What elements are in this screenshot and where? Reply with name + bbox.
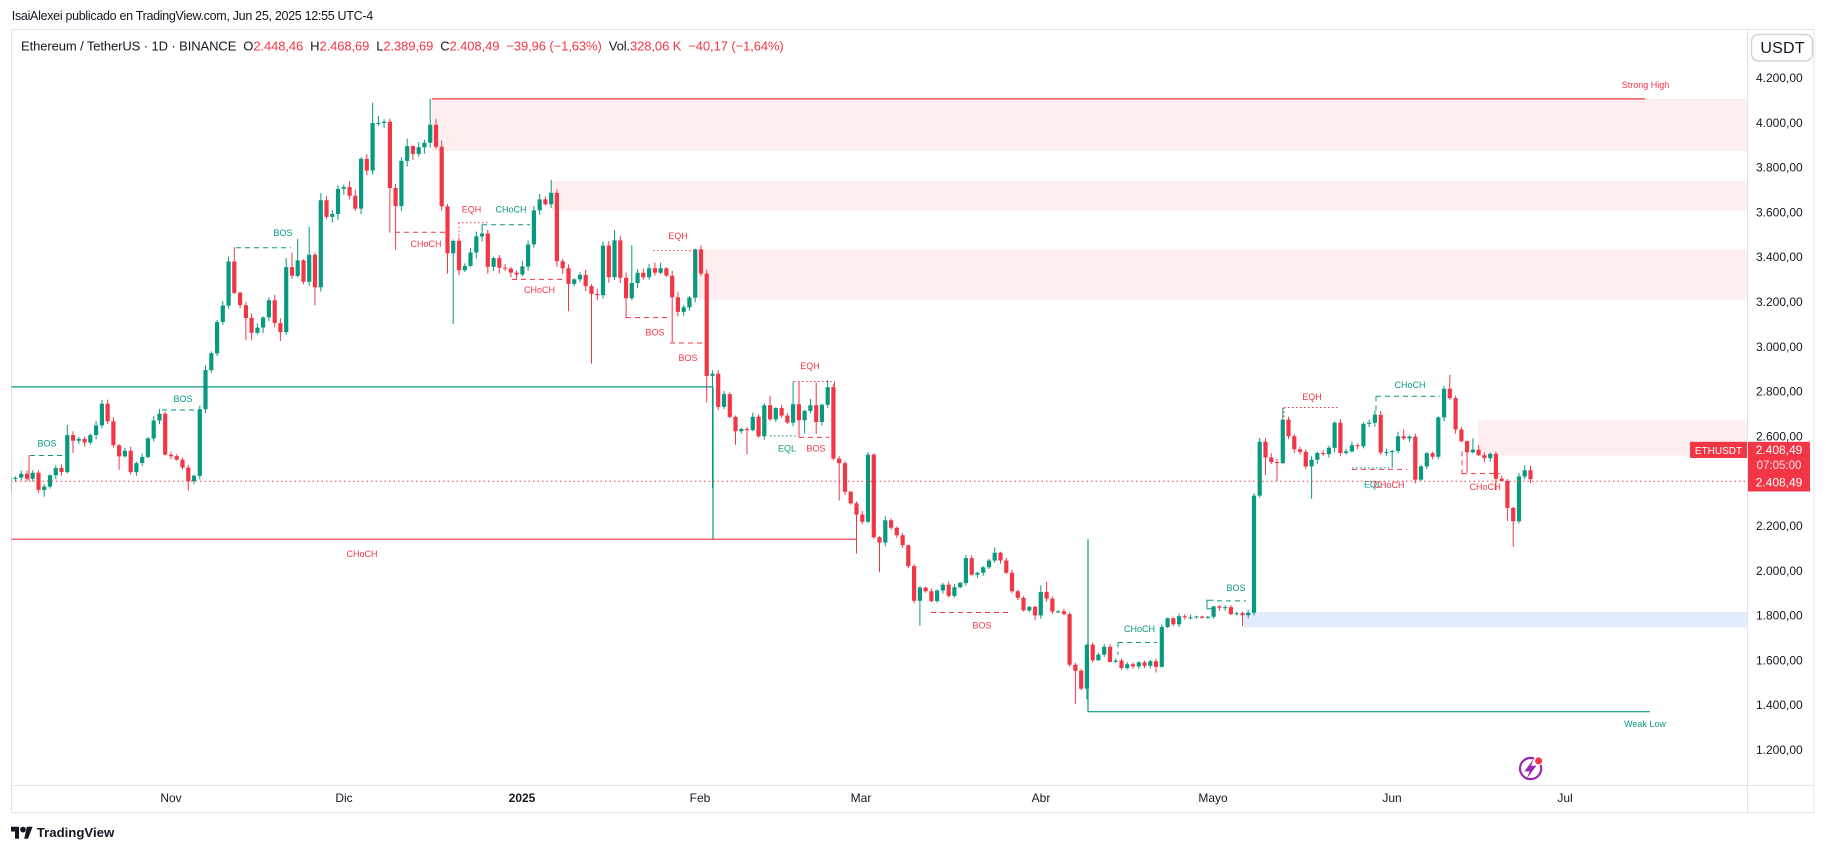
svg-text:2.000,00: 2.000,00	[1756, 564, 1803, 578]
svg-text:USDT: USDT	[1760, 40, 1804, 57]
svg-text:Feb: Feb	[690, 791, 711, 805]
svg-text:Nov: Nov	[160, 791, 181, 805]
svg-text:Strong High: Strong High	[1622, 80, 1670, 90]
svg-text:2.408,49: 2.408,49	[1756, 476, 1803, 490]
svg-text:1.200,00: 1.200,00	[1756, 743, 1803, 757]
svg-text:BOS: BOS	[678, 353, 697, 363]
svg-text:BOS: BOS	[37, 439, 56, 449]
svg-text:3.200,00: 3.200,00	[1756, 295, 1803, 309]
svg-text:EQL: EQL	[778, 444, 796, 454]
svg-text:2.800,00: 2.800,00	[1756, 385, 1803, 399]
svg-text:1.800,00: 1.800,00	[1756, 609, 1803, 623]
svg-text:4.000,00: 4.000,00	[1756, 116, 1803, 130]
svg-text:1.600,00: 1.600,00	[1756, 653, 1803, 667]
svg-text:CHoCH: CHoCH	[346, 549, 377, 559]
svg-text:CHoCH: CHoCH	[1373, 480, 1404, 490]
svg-text:TradingView: TradingView	[37, 825, 115, 840]
svg-text:Dic: Dic	[335, 791, 352, 805]
svg-text:CHoCH: CHoCH	[1124, 624, 1155, 634]
svg-text:EQH: EQH	[800, 361, 820, 371]
svg-text:EQH: EQH	[1302, 392, 1322, 402]
svg-text:BOS: BOS	[972, 621, 991, 631]
svg-text:4.200,00: 4.200,00	[1756, 71, 1803, 85]
svg-text:Jul: Jul	[1557, 791, 1572, 805]
svg-text:07:05:00: 07:05:00	[1757, 460, 1802, 472]
svg-text:CHoCH: CHoCH	[524, 285, 555, 295]
svg-text:EQH: EQH	[668, 231, 688, 241]
svg-text:2025: 2025	[509, 791, 536, 805]
svg-text:Mar: Mar	[851, 791, 872, 805]
svg-text:BOS: BOS	[645, 328, 664, 338]
svg-text:Mayo: Mayo	[1198, 791, 1228, 805]
svg-text:3.600,00: 3.600,00	[1756, 205, 1803, 219]
svg-text:EQL: EQL	[1364, 480, 1382, 490]
svg-text:Ethereum / TetherUS · 1D · BIN: Ethereum / TetherUS · 1D · BINANCE O2.44…	[21, 39, 784, 54]
svg-text:2.408,49: 2.408,49	[1756, 443, 1803, 457]
svg-text:BOS: BOS	[806, 444, 825, 454]
svg-text:3.000,00: 3.000,00	[1756, 340, 1803, 354]
svg-text:BOS: BOS	[173, 394, 192, 404]
svg-text:Abr: Abr	[1032, 791, 1051, 805]
svg-text:3.400,00: 3.400,00	[1756, 250, 1803, 264]
svg-text:3.800,00: 3.800,00	[1756, 161, 1803, 175]
svg-text:CHoCH: CHoCH	[1469, 482, 1500, 492]
svg-text:2.600,00: 2.600,00	[1756, 429, 1803, 443]
svg-text:Jun: Jun	[1382, 791, 1401, 805]
svg-text:CHoCH: CHoCH	[1394, 380, 1425, 390]
svg-text:CHoCH: CHoCH	[410, 239, 441, 249]
svg-text:2.200,00: 2.200,00	[1756, 519, 1803, 533]
svg-text:Weak Low: Weak Low	[1624, 719, 1666, 729]
svg-text:EQH: EQH	[462, 205, 482, 215]
svg-text:BOS: BOS	[1226, 583, 1245, 593]
svg-text:1.400,00: 1.400,00	[1756, 698, 1803, 712]
svg-text:BOS: BOS	[273, 228, 292, 238]
svg-text:CHoCH: CHoCH	[495, 205, 526, 215]
svg-text:IsaiAlexei publicado en Tradin: IsaiAlexei publicado en TradingView.com,…	[12, 9, 373, 23]
svg-text:ETHUSDT: ETHUSDT	[1695, 446, 1742, 457]
